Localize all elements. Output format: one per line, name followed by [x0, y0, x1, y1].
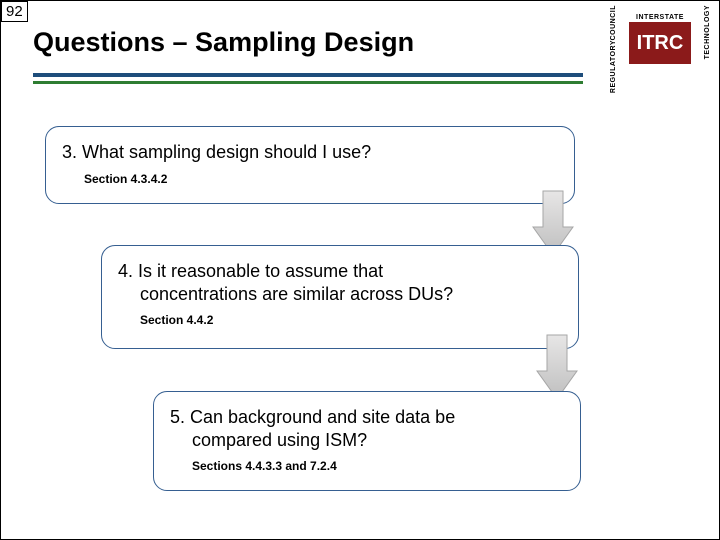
- question-text-cont: concentrations are similar across DUs?: [118, 283, 562, 306]
- logo-text-council: COUNCIL: [610, 5, 617, 40]
- section-ref: Section 4.3.4.2: [62, 172, 558, 186]
- question-text: 4. Is it reasonable to assume that: [118, 261, 383, 281]
- question-text: 5. Can background and site data be: [170, 407, 455, 427]
- question-text-cont: compared using ISM?: [170, 429, 564, 452]
- logo-text-regulatory: REGULATORY: [610, 40, 617, 93]
- slide-title: Questions – Sampling Design: [33, 27, 414, 58]
- section-ref: Section 4.4.2: [118, 313, 562, 327]
- section-ref: Sections 4.4.3.3 and 7.2.4: [170, 459, 564, 473]
- logo-acronym: ITRC: [637, 33, 684, 53]
- logo-text-technology: TECHNOLOGY: [704, 5, 711, 59]
- title-rule-primary: [33, 73, 583, 77]
- page-number: 92: [1, 1, 28, 22]
- question-card-5: 5. Can background and site data be compa…: [153, 391, 581, 491]
- logo-text-interstate: INTERSTATE: [636, 14, 684, 21]
- logo-acronym-box: ITRC: [629, 22, 691, 64]
- question-card-3: 3. What sampling design should I use? Se…: [45, 126, 575, 204]
- question-card-4: 4. Is it reasonable to assume that conce…: [101, 245, 579, 349]
- title-rule-secondary: [33, 81, 583, 84]
- itrc-logo: COUNCIL REGULATORY INTERSTATE ITRC TECHN…: [601, 1, 719, 77]
- question-text: 3. What sampling design should I use?: [62, 142, 371, 162]
